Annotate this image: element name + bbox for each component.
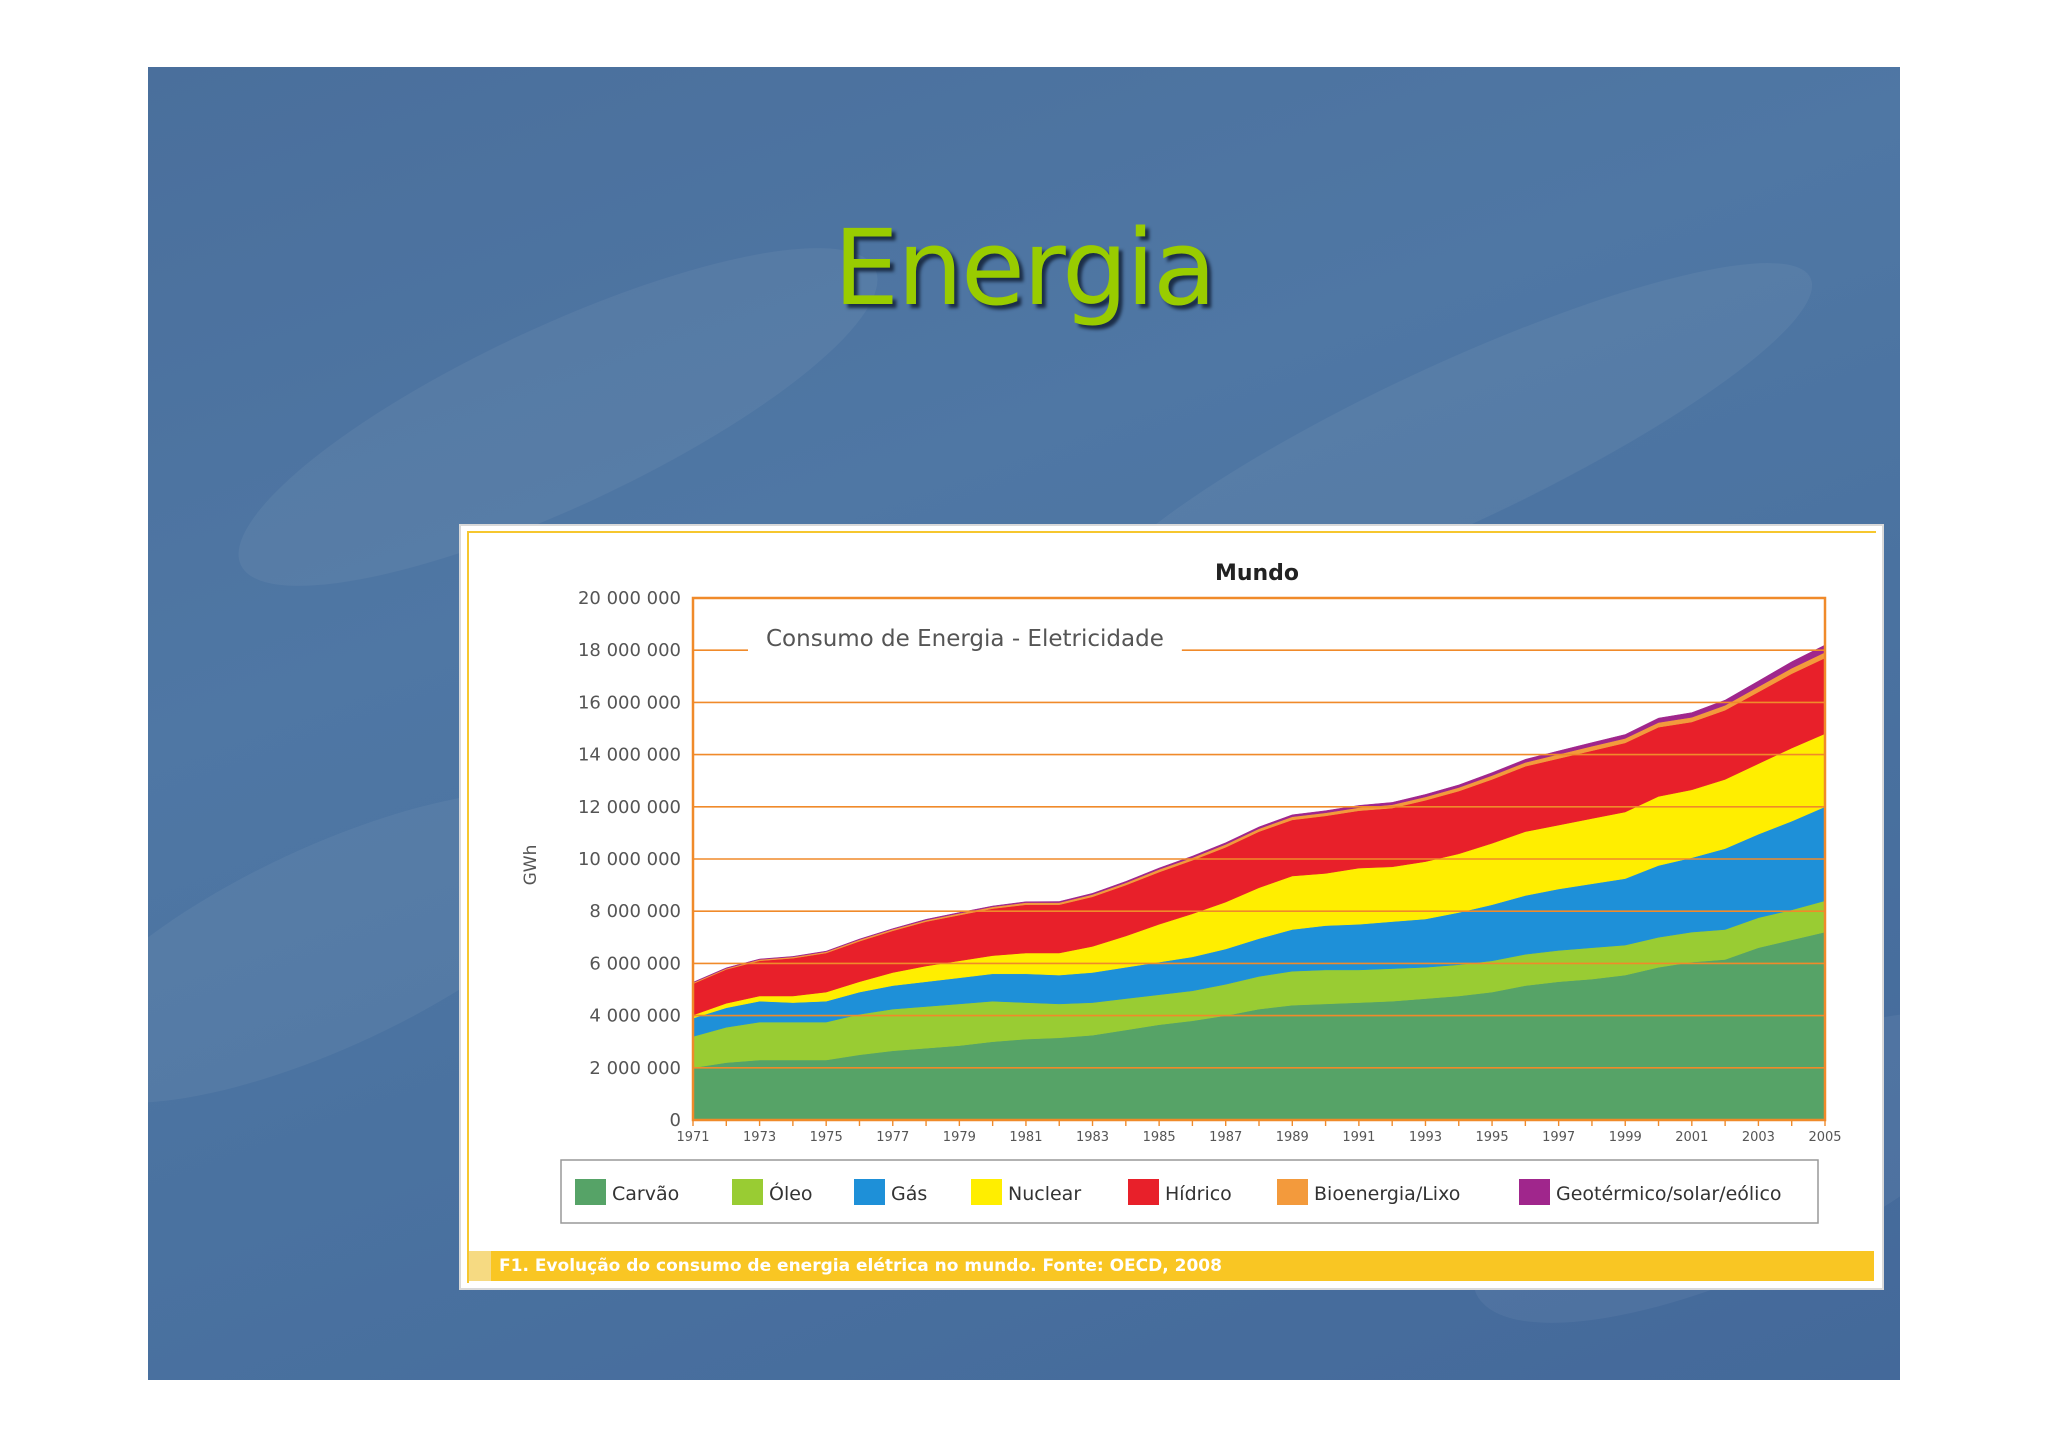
- slide-title: Energia: [833, 207, 1216, 329]
- legend-label: Hídrico: [1165, 1183, 1232, 1205]
- x-tick-label: 1989: [1276, 1130, 1309, 1145]
- x-tick-label: 1981: [1009, 1130, 1042, 1145]
- stacked-area-chart: 1971 1973 1975 1977 1979 1981 1983 1985 1987 1989…: [469, 533, 1878, 1285]
- x-tick-label: 1987: [1209, 1130, 1242, 1145]
- x-tick-label: 1975: [810, 1130, 843, 1145]
- legend-label: Óleo: [769, 1181, 813, 1205]
- legend-swatch: [971, 1179, 1002, 1205]
- x-tick-label: 1997: [1542, 1130, 1575, 1145]
- legend-label: Geotérmico/solar/eólico: [1556, 1183, 1782, 1205]
- x-tick-label: 2001: [1675, 1130, 1708, 1145]
- annotation-background: [748, 624, 1182, 654]
- plot-frame: [691, 596, 1827, 1122]
- y-axis-label: GWh: [521, 845, 541, 886]
- y-axis-ticks: 0 2 000 000 4 000 000 6 000 000 8 000 000 10 …: [578, 588, 681, 1131]
- x-tick-label: 1999: [1609, 1130, 1642, 1145]
- legend-label: Carvão: [612, 1183, 679, 1205]
- caption-bar: F1. Evolução do consumo de energia elétr…: [469, 1251, 1874, 1281]
- x-tick-label: 2005: [1808, 1130, 1841, 1145]
- caption-bar-accent: [469, 1251, 491, 1281]
- chart-annotation: Consumo de Energia - Eletricidade: [766, 626, 1164, 652]
- x-tick-label: 1995: [1476, 1130, 1509, 1145]
- y-tick-label: 6 000 000: [589, 953, 681, 974]
- x-tick-label: 1991: [1342, 1130, 1375, 1145]
- slide-background: Energia 1971 1973 1975 1977 1979 1981 1983 1985…: [148, 67, 1900, 1380]
- figure-panel: 1971 1973 1975 1977 1979 1981 1983 1985 1987 1989…: [459, 524, 1884, 1290]
- figure-caption: F1. Evolução do consumo de energia elétr…: [499, 1256, 1222, 1276]
- legend-frame: [560, 1159, 1819, 1224]
- legend-swatch: [1128, 1179, 1159, 1205]
- x-tick-label: 1977: [876, 1130, 909, 1145]
- y-tick-label: 2 000 000: [589, 1058, 681, 1079]
- y-tick-label: 8 000 000: [589, 901, 681, 922]
- x-tick-label: 2003: [1742, 1130, 1775, 1145]
- legend-label: Gás: [891, 1183, 927, 1205]
- y-tick-label: 12 000 000: [578, 797, 681, 818]
- y-tick-label: 0: [670, 1110, 681, 1131]
- x-tick-label: 1983: [1076, 1130, 1109, 1145]
- y-tick-label: 20 000 000: [578, 588, 681, 609]
- legend-swatch: [1519, 1179, 1550, 1205]
- chart-title: Mundo: [1215, 561, 1299, 586]
- legend-swatch: [732, 1179, 763, 1205]
- x-tick-label: 1971: [676, 1130, 709, 1145]
- legend-swatch: [575, 1179, 606, 1205]
- x-tick-label: 1973: [743, 1130, 776, 1145]
- y-tick-label: 14 000 000: [578, 745, 681, 766]
- x-axis-ticks: 1971 1973 1975 1977 1979 1981 1983 1985 1987 1989…: [676, 1120, 1842, 1145]
- legend-swatch: [1277, 1179, 1308, 1205]
- y-tick-label: 10 000 000: [578, 849, 681, 870]
- legend-swatch: [854, 1179, 885, 1205]
- y-tick-label: 18 000 000: [578, 640, 681, 661]
- legend-label: Nuclear: [1008, 1183, 1081, 1205]
- legend: Carvão Óleo Gás Nuclear Hídrico Bioenergia/Li…: [560, 1159, 1819, 1224]
- x-tick-label: 1985: [1143, 1130, 1176, 1145]
- y-tick-label: 4 000 000: [589, 1006, 681, 1027]
- x-tick-label: 1993: [1409, 1130, 1442, 1145]
- legend-label: Bioenergia/Lixo: [1314, 1183, 1460, 1205]
- figure-frame: 1971 1973 1975 1977 1979 1981 1983 1985 1987 1989…: [467, 531, 1878, 1285]
- y-tick-label: 16 000 000: [578, 692, 681, 713]
- x-tick-label: 1979: [943, 1130, 976, 1145]
